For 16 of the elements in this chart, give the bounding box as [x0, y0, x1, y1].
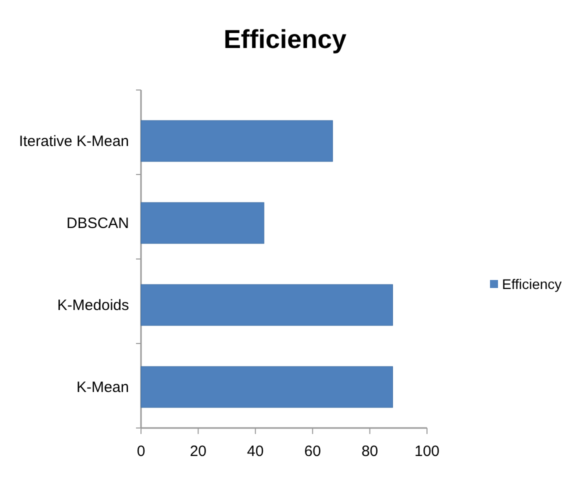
x-tick-label: 0 [136, 443, 146, 460]
y-tick-label: Iterative K-Mean [18, 133, 129, 150]
chart-title: Efficiency [224, 24, 347, 54]
x-tick-label: 100 [414, 443, 440, 460]
x-tick-label: 60 [304, 443, 321, 460]
x-tick-label: 80 [361, 443, 378, 460]
x-tick-label: 20 [190, 443, 207, 460]
bar [140, 202, 264, 244]
y-tick-label: K-Medoids [57, 297, 129, 314]
y-tick-label: DBSCAN [66, 215, 129, 232]
legend-label: Efficiency [502, 276, 562, 292]
x-tick-label: 40 [247, 443, 264, 460]
bar [140, 366, 393, 408]
y-tick-label: K-Mean [76, 379, 129, 396]
bar [140, 284, 393, 326]
bar [140, 120, 333, 162]
